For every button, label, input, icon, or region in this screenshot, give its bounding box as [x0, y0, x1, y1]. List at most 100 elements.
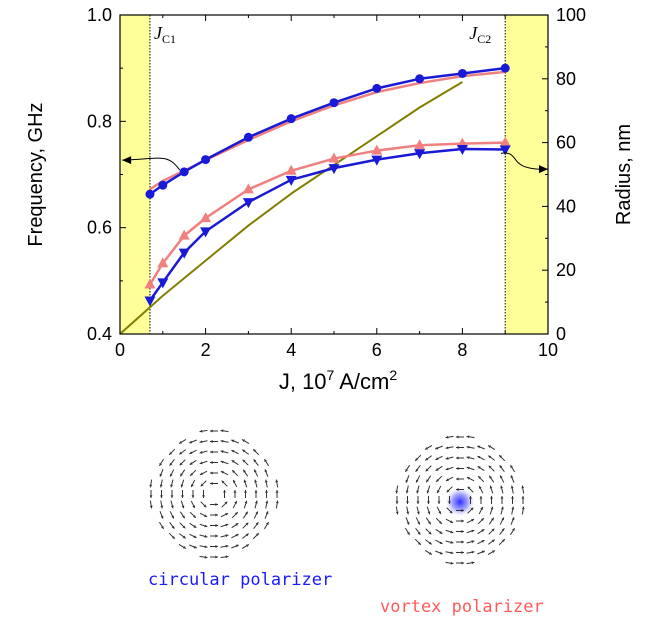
- spin-arrow-head: [471, 519, 475, 522]
- spin-arrow-head: [406, 501, 409, 504]
- spin-arrow-head: [479, 496, 483, 499]
- spin-arrow-head: [160, 515, 164, 519]
- spin-arrow: [424, 445, 433, 450]
- spin-arrow-head: [478, 476, 482, 480]
- data-point: [178, 229, 190, 240]
- spin-arrow-head: [500, 485, 504, 489]
- spin-arrow: [415, 517, 421, 525]
- data-point: [371, 144, 383, 155]
- spin-arrow-head: [428, 521, 431, 525]
- spin-arrow: [456, 488, 464, 491]
- spin-arrow: [446, 507, 453, 514]
- spin-arrow: [435, 465, 443, 472]
- spin-arrow: [405, 475, 410, 483]
- spin-arrow-head: [275, 479, 279, 483]
- spin-arrow: [220, 555, 229, 559]
- spin-arrow-head: [255, 533, 259, 537]
- data-point: [178, 248, 190, 259]
- data-point: [144, 296, 156, 307]
- spin-arrow-head: [215, 513, 218, 517]
- spin-arrow: [242, 449, 249, 455]
- spin-arrow-head: [437, 490, 440, 494]
- spin-arrow: [199, 523, 208, 528]
- spin-arrow-head: [395, 511, 399, 515]
- spin-arrow-head: [225, 513, 229, 516]
- spin-arrow-head: [510, 465, 514, 469]
- data-point: [144, 278, 156, 289]
- spin-arrow: [220, 429, 229, 433]
- spin-arrow: [498, 454, 506, 462]
- spin-arrow-head: [171, 525, 175, 529]
- spin-arrow-head: [189, 462, 193, 465]
- spin-arrow-head: [417, 541, 421, 545]
- spin-arrow: [231, 544, 239, 549]
- spin-arrow: [265, 500, 269, 509]
- spin-arrow-head: [215, 524, 218, 527]
- spin-arrow: [435, 475, 443, 483]
- spin-arrow: [469, 496, 472, 504]
- spin-arrow: [521, 485, 525, 494]
- spin-arrow-head: [243, 479, 247, 483]
- spin-arrow: [466, 456, 475, 460]
- spin-arrow: [159, 458, 164, 467]
- spin-arrow-head: [417, 531, 421, 535]
- data-point: [200, 227, 212, 238]
- spin-arrow-head: [189, 451, 193, 454]
- x-axis-title-part: 7: [327, 367, 335, 383]
- spin-arrow: [487, 550, 496, 555]
- spin-arrow-head: [436, 478, 440, 482]
- spin-arrow-head: [425, 468, 429, 472]
- spin-arrow: [254, 490, 258, 498]
- spin-arrow-head: [456, 477, 459, 481]
- spin-arrow: [488, 465, 495, 472]
- spin-arrow-head: [215, 555, 218, 559]
- spin-arrow: [456, 477, 464, 481]
- spin-arrow: [499, 527, 505, 536]
- spin-arrow-head: [481, 529, 485, 532]
- data-point: [371, 155, 383, 166]
- spin-arrow-head: [439, 551, 443, 555]
- series-radius: [119, 81, 463, 335]
- spin-arrow: [241, 439, 250, 444]
- spin-arrow: [521, 496, 525, 504]
- spin-arrow: [210, 524, 218, 527]
- spin-arrow: [265, 490, 268, 498]
- data-point: [242, 198, 254, 209]
- data-point: [414, 139, 426, 150]
- spin-arrow: [456, 561, 464, 565]
- spin-arrow-head: [456, 467, 459, 470]
- spin-arrow: [168, 532, 176, 540]
- critical-lines: [149, 15, 506, 334]
- spin-arrow-head: [170, 473, 173, 477]
- spin-arrow-head: [406, 511, 410, 515]
- data-point: [157, 257, 169, 268]
- spin-arrow-head: [210, 429, 213, 433]
- series-circ_freq_low: [144, 144, 511, 307]
- spin-arrow-head: [210, 440, 213, 443]
- spin-arrow: [445, 561, 454, 565]
- spin-arrow: [499, 517, 505, 525]
- spin-arrow: [479, 496, 483, 504]
- spin-arrow-head: [448, 501, 451, 504]
- spin-arrow: [445, 456, 454, 460]
- spin-arrow-head: [521, 506, 525, 510]
- shaded-regions: [120, 15, 548, 334]
- spin-arrow: [200, 480, 207, 487]
- arrow-to-left-axis: [122, 157, 181, 171]
- spin-arrow: [415, 527, 421, 536]
- spin-arrow: [466, 435, 475, 439]
- spin-arrow-head: [435, 457, 439, 460]
- spin-arrow: [254, 479, 258, 488]
- spin-arrow-head: [439, 541, 443, 544]
- spin-arrow: [242, 511, 249, 519]
- spin-arrow-head: [416, 501, 420, 504]
- series-line: [149, 66, 506, 196]
- spin-arrow: [189, 533, 197, 539]
- spin-arrow-head: [467, 486, 471, 490]
- spin-arrow-head: [406, 521, 410, 525]
- spin-arrow-head: [203, 504, 207, 508]
- spin-arrow: [221, 501, 228, 508]
- data-point: [329, 98, 339, 108]
- spin-arrow-head: [193, 525, 197, 528]
- spin-arrow: [448, 496, 451, 504]
